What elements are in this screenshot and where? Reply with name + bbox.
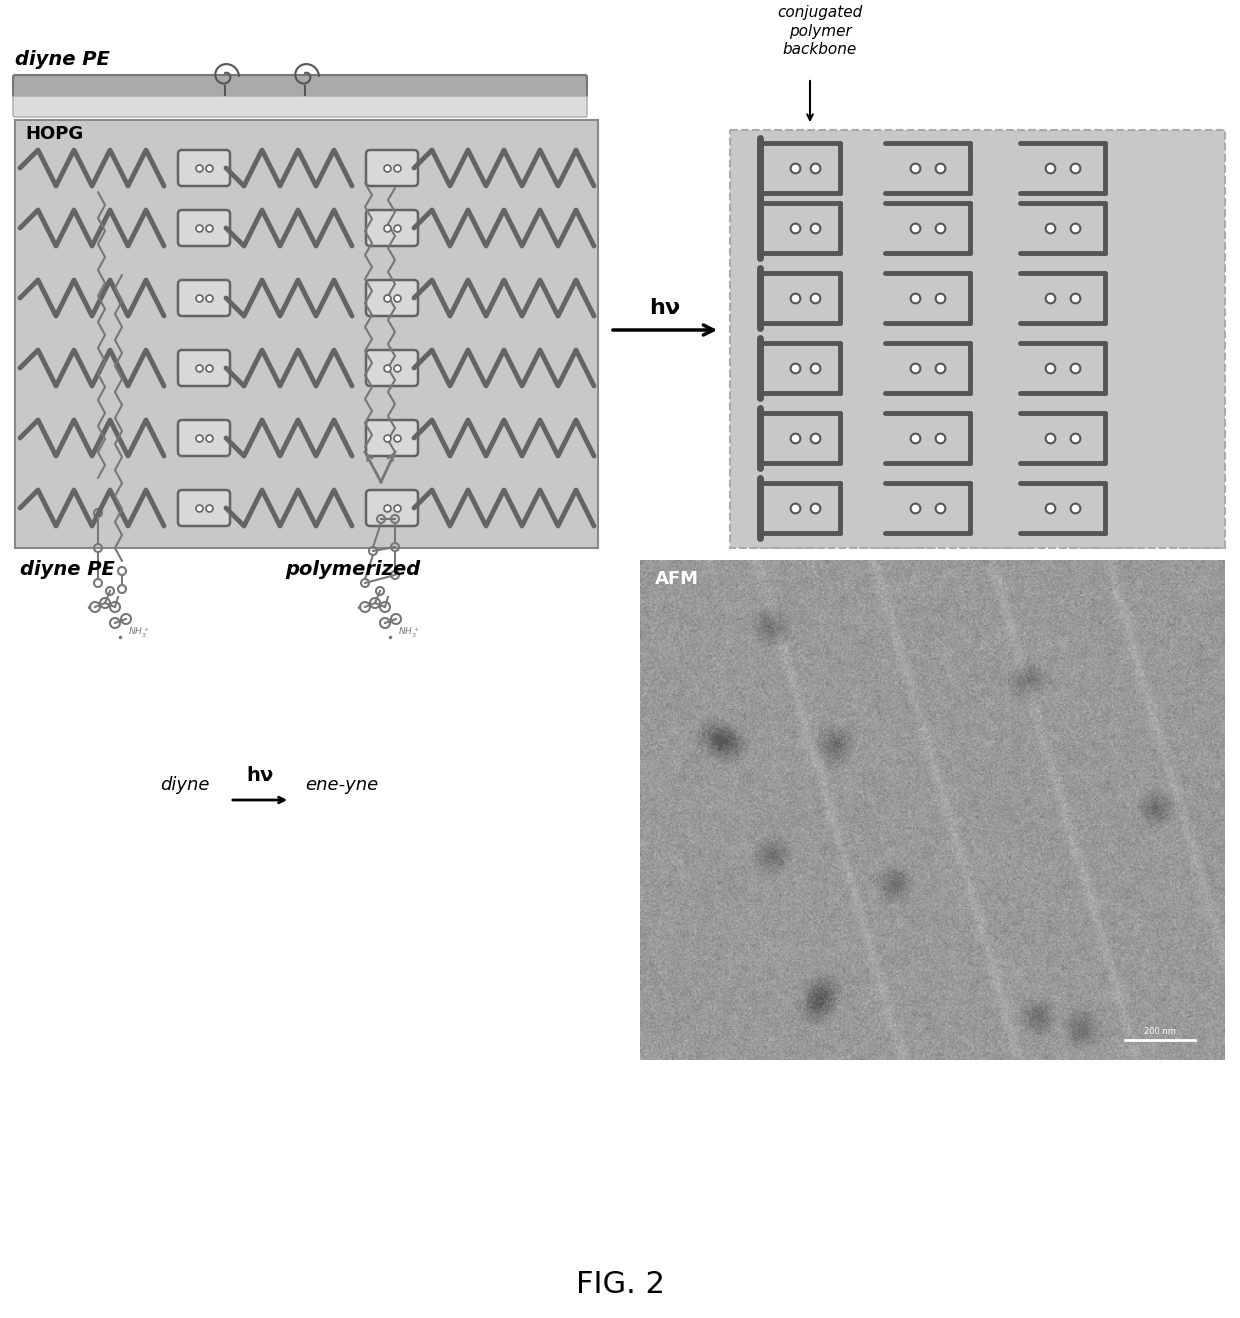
Text: ene-yne: ene-yne — [305, 776, 378, 793]
Text: HOPG: HOPG — [25, 125, 83, 142]
Polygon shape — [15, 120, 598, 548]
Text: diyne: diyne — [160, 776, 210, 793]
FancyBboxPatch shape — [12, 96, 587, 117]
FancyBboxPatch shape — [366, 490, 418, 526]
FancyBboxPatch shape — [366, 210, 418, 246]
Text: FIG. 2: FIG. 2 — [575, 1271, 665, 1300]
Text: AFM: AFM — [655, 569, 699, 588]
Text: $NH_3^+$: $NH_3^+$ — [398, 626, 420, 641]
FancyBboxPatch shape — [366, 150, 418, 186]
FancyBboxPatch shape — [179, 351, 229, 386]
FancyBboxPatch shape — [366, 279, 418, 316]
Text: diyne PE: diyne PE — [15, 50, 110, 69]
Text: $\mathbf{h\nu}$: $\mathbf{h\nu}$ — [649, 298, 681, 318]
FancyBboxPatch shape — [179, 279, 229, 316]
Text: $\mathbf{h\nu}$: $\mathbf{h\nu}$ — [246, 766, 274, 786]
FancyBboxPatch shape — [179, 420, 229, 456]
Text: $NH_3^+$: $NH_3^+$ — [128, 626, 150, 641]
Text: polymerized: polymerized — [285, 560, 420, 579]
FancyBboxPatch shape — [366, 351, 418, 386]
FancyBboxPatch shape — [179, 150, 229, 186]
FancyBboxPatch shape — [179, 210, 229, 246]
Text: 200 nm: 200 nm — [1145, 1027, 1176, 1036]
FancyBboxPatch shape — [12, 75, 587, 98]
Polygon shape — [730, 130, 1225, 548]
Text: diyne PE: diyne PE — [20, 560, 115, 579]
FancyBboxPatch shape — [366, 420, 418, 456]
Text: conjugated
polymer
backbone: conjugated polymer backbone — [777, 5, 863, 57]
FancyBboxPatch shape — [179, 490, 229, 526]
